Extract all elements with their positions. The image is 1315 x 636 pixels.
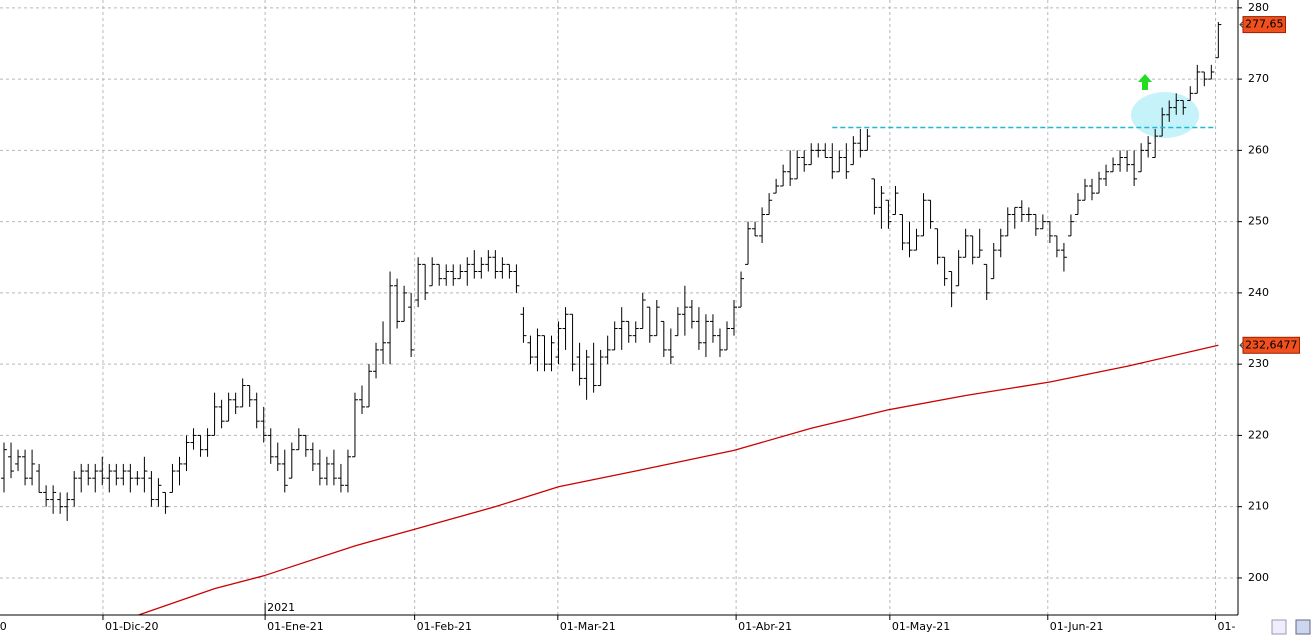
save-icon[interactable]: [1295, 619, 1311, 635]
y-tick-label: 260: [1248, 143, 1269, 156]
price-label-box: [1242, 16, 1286, 34]
year-label: 2021: [267, 601, 295, 614]
toolbar-icon[interactable]: [1271, 619, 1287, 635]
y-tick-label: 200: [1248, 571, 1269, 584]
x-tick-label: 01-Ene-21: [267, 620, 324, 633]
moving-average: [136, 344, 1219, 615]
x-tick-label: 01-Feb-21: [417, 620, 472, 633]
price-label: 277,65: [1245, 18, 1284, 31]
x-tick-label: 01-Mar-21: [560, 620, 616, 633]
y-tick-label: 210: [1248, 500, 1269, 513]
grid: [0, 0, 1238, 615]
price-label: 232,6477: [1245, 338, 1298, 351]
y-tick-label: 230: [1248, 357, 1269, 370]
y-tick-label: 270: [1248, 72, 1269, 85]
y-tick-label: 250: [1248, 215, 1269, 228]
x-tick-label: 01-Abr-21: [738, 620, 792, 633]
x-tick-label: 0: [0, 620, 7, 633]
x-tick-label: 01-: [1218, 620, 1236, 633]
x-tick-label: 01-Dic-20: [105, 620, 159, 633]
y-tick-label: 280: [1248, 1, 1269, 14]
x-tick-label: 01-May-21: [892, 620, 950, 633]
x-tick-label: 01-Jun-21: [1050, 620, 1104, 633]
price-label-box: [1242, 336, 1300, 354]
y-tick-label: 240: [1248, 286, 1269, 299]
up-arrow: [1138, 74, 1152, 90]
plot-area: [1, 22, 1222, 615]
y-tick-label: 220: [1248, 428, 1269, 441]
